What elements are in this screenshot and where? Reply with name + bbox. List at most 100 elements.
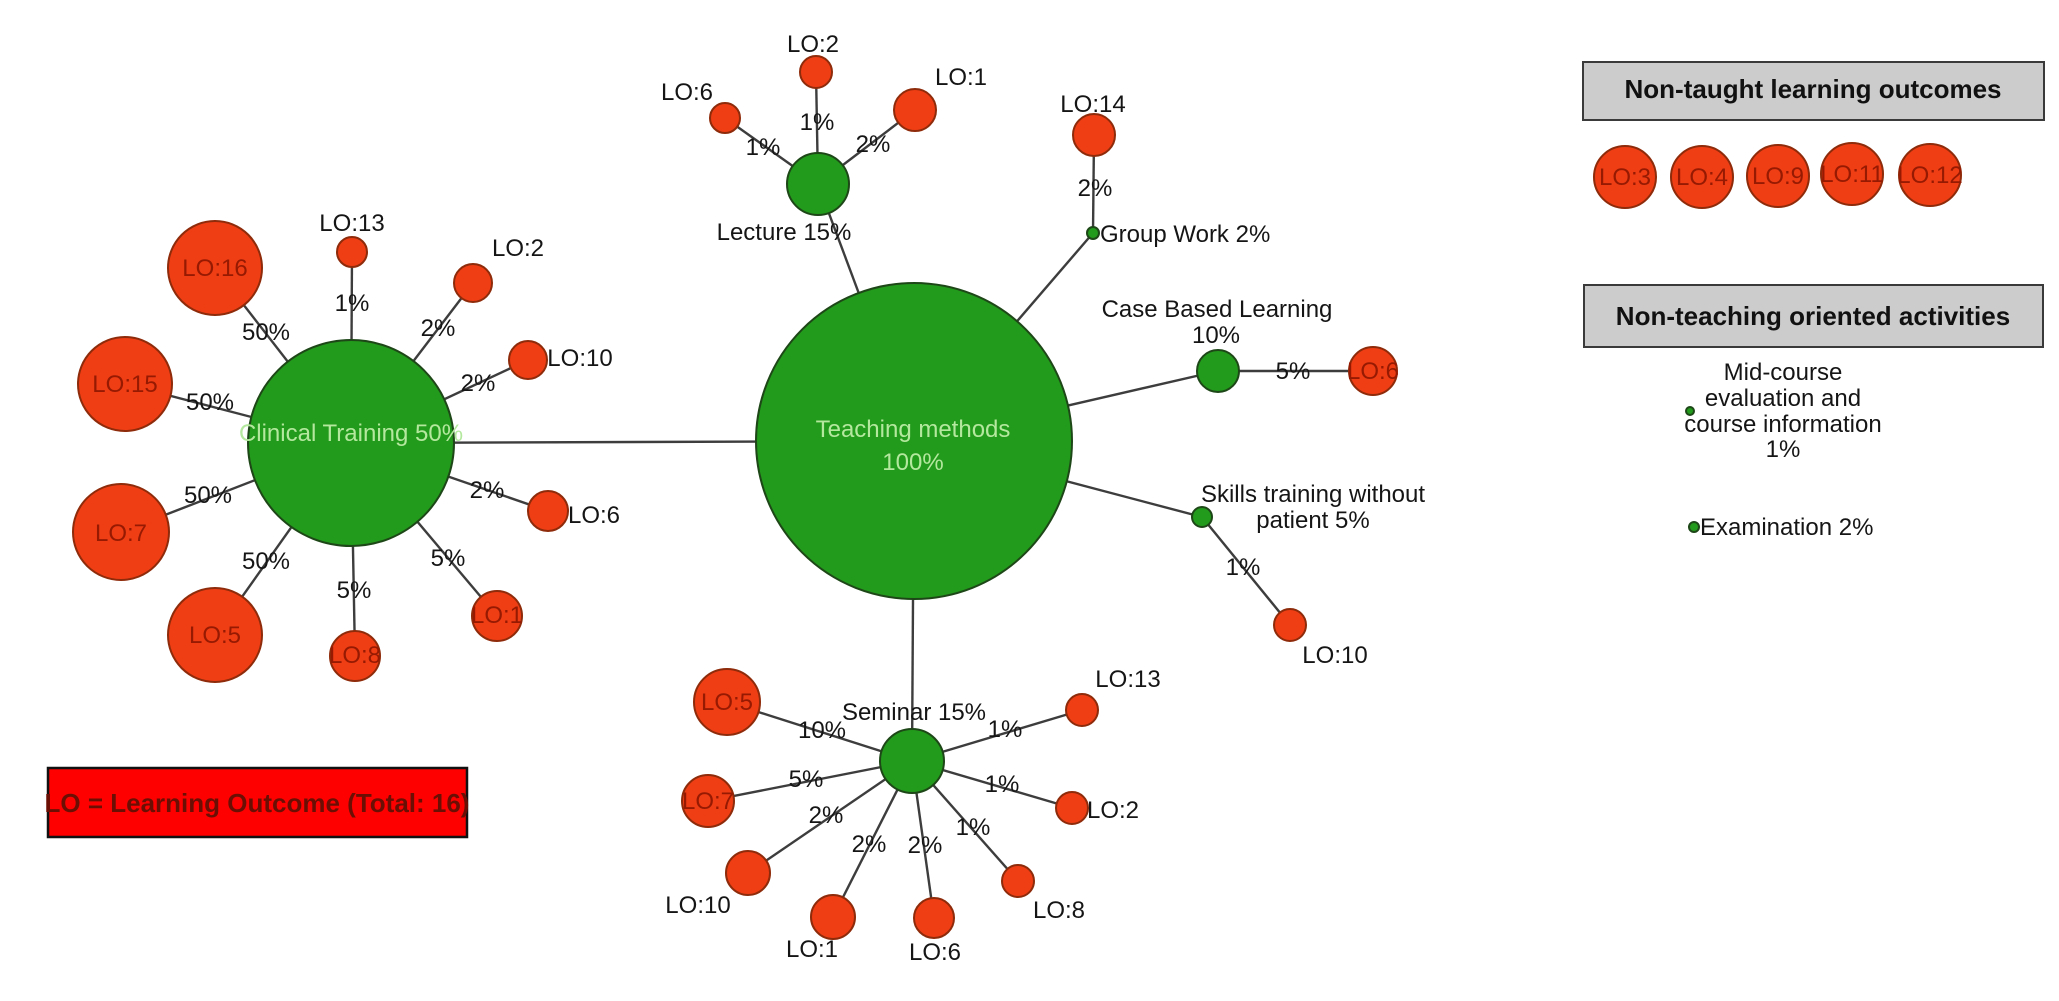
node-lecture: [786, 152, 850, 216]
label-sem-lo5: LO:5: [701, 689, 753, 716]
label-cl-lo1: LO:1: [471, 602, 523, 629]
edge-label-clinical-cl-lo15: 50%: [186, 389, 234, 416]
node-skills: [1191, 506, 1213, 528]
node-nt-lo4: [1670, 145, 1734, 209]
label-lec-lo1: LO:1: [935, 64, 987, 91]
label-midcourse-2: course information: [1684, 411, 1881, 438]
edge-label-lecture-lec-lo6: 1%: [746, 134, 781, 161]
node-teaching: [755, 282, 1073, 600]
node-cl-lo7: [72, 483, 170, 581]
node-cl-lo2: [453, 263, 493, 303]
node-sem-lo7: [681, 774, 735, 828]
node-gw-lo14: [1072, 113, 1116, 157]
node-cl-lo10: [508, 340, 548, 380]
label-lec-lo2: LO:2: [787, 31, 839, 58]
node-clinical: [247, 339, 455, 547]
label-cl-lo6: LO:6: [568, 502, 620, 529]
label-sem-lo7: LO:7: [682, 788, 734, 815]
node-cl-lo13: [336, 236, 368, 268]
label-gw-lo14: LO:14: [1060, 91, 1125, 118]
label-clinical: Clinical Training 50%: [239, 420, 463, 447]
edge-label-clinical-cl-lo1: 5%: [431, 545, 466, 572]
label-cl-lo7: LO:7: [95, 520, 147, 547]
label-cl-lo8: LO:8: [329, 642, 381, 669]
label-seminar: Seminar 15%: [842, 699, 986, 726]
edge-label-seminar-sem-lo13: 1%: [988, 716, 1023, 743]
label-teaching: Teaching methods: [816, 416, 1011, 443]
edge-label-seminar-sem-lo2: 1%: [985, 771, 1020, 798]
panel-title-non-teaching: Non-teaching oriented activities: [1616, 301, 2010, 331]
label-sem-lo8: LO:8: [1033, 897, 1085, 924]
label-exam: Examination 2%: [1700, 514, 1873, 541]
node-cl-lo16: [167, 220, 263, 316]
node-lec-lo1: [893, 88, 937, 132]
node-seminar: [879, 728, 945, 794]
label-groupwork: Group Work 2%: [1100, 221, 1270, 248]
edge-label-seminar-sem-lo1: 2%: [852, 831, 887, 858]
node-lec-lo2: [799, 55, 833, 89]
edge-label-clinical-cl-lo16: 50%: [242, 319, 290, 346]
label-midcourse: Mid-course: [1724, 359, 1843, 386]
label-midcourse-3: 1%: [1766, 436, 1801, 463]
edge-label-clinical-cl-lo2: 2%: [421, 315, 456, 342]
label-sem-lo2: LO:2: [1087, 797, 1139, 824]
node-nt-lo12: [1898, 143, 1962, 207]
edge-label-clinical-cl-lo7: 50%: [184, 482, 232, 509]
edge-seminar-sem-lo10: [747, 760, 913, 874]
node-nt-lo3: [1593, 145, 1657, 209]
label-nt-lo9: LO:9: [1752, 163, 1804, 190]
panel-title-non-taught: Non-taught learning outcomes: [1625, 74, 2002, 104]
edge-seminar-sem-lo7: [707, 759, 913, 803]
label-sem-lo1: LO:1: [786, 936, 838, 963]
node-cl-lo15: [77, 336, 173, 432]
edge-label-clinical-cl-lo13: 1%: [335, 290, 370, 317]
label-teaching-1: 100%: [882, 449, 943, 476]
legend-label: LO = Learning Outcome (Total: 16): [45, 788, 470, 818]
label-cl-lo10: LO:10: [547, 345, 612, 372]
label-nt-lo4: LO:4: [1676, 164, 1728, 191]
node-sk-lo10: [1273, 608, 1307, 642]
label-sk-lo10: LO:10: [1302, 642, 1367, 669]
label-cl-lo16: LO:16: [182, 255, 247, 282]
label-skills-1: patient 5%: [1256, 507, 1369, 534]
panel-box-non-teaching: [1583, 284, 2044, 348]
edge-label-cbl-cbl-lo6: 5%: [1276, 358, 1311, 385]
label-cl-lo2: LO:2: [492, 235, 544, 262]
node-sem-lo6: [913, 897, 955, 939]
node-sem-lo2: [1055, 791, 1089, 825]
node-nt-lo9: [1746, 144, 1810, 208]
label-midcourse-1: evaluation and: [1705, 385, 1861, 412]
label-sem-lo10: LO:10: [665, 892, 730, 919]
label-lecture: Lecture 15%: [717, 219, 852, 246]
node-cbl-lo6: [1348, 346, 1398, 396]
node-lec-lo6: [709, 102, 741, 134]
node-nt-lo11: [1820, 142, 1884, 206]
legend-box: [46, 766, 469, 839]
node-cl-lo6: [527, 490, 569, 532]
node-sem-lo1: [810, 894, 856, 940]
node-sem-lo13: [1065, 693, 1099, 727]
node-cl-lo8: [329, 630, 381, 682]
node-midcourse: [1685, 406, 1695, 416]
label-sem-lo6: LO:6: [909, 939, 961, 966]
node-sem-lo5: [693, 668, 761, 736]
node-sem-lo10: [725, 850, 771, 896]
node-cl-lo1: [471, 590, 523, 642]
edge-label-lecture-lec-lo2: 1%: [800, 109, 835, 136]
edge-label-clinical-cl-lo8: 5%: [337, 577, 372, 604]
label-cbl-lo6: LO:6: [1347, 358, 1399, 385]
label-cl-lo13: LO:13: [319, 210, 384, 237]
edge-label-seminar-sem-lo7: 5%: [789, 766, 824, 793]
label-cl-lo15: LO:15: [92, 371, 157, 398]
label-cbl: Case Based Learning: [1102, 296, 1333, 323]
edge-label-skills-sk-lo10: 1%: [1226, 554, 1261, 581]
label-nt-lo3: LO:3: [1599, 164, 1651, 191]
label-lec-lo6: LO:6: [661, 79, 713, 106]
edge-label-seminar-sem-lo8: 1%: [956, 814, 991, 841]
edge-label-seminar-sem-lo5: 10%: [798, 717, 846, 744]
edge-label-clinical-cl-lo10: 2%: [461, 370, 496, 397]
node-exam: [1688, 521, 1700, 533]
edge-skills-sk-lo10: [1201, 516, 1291, 626]
